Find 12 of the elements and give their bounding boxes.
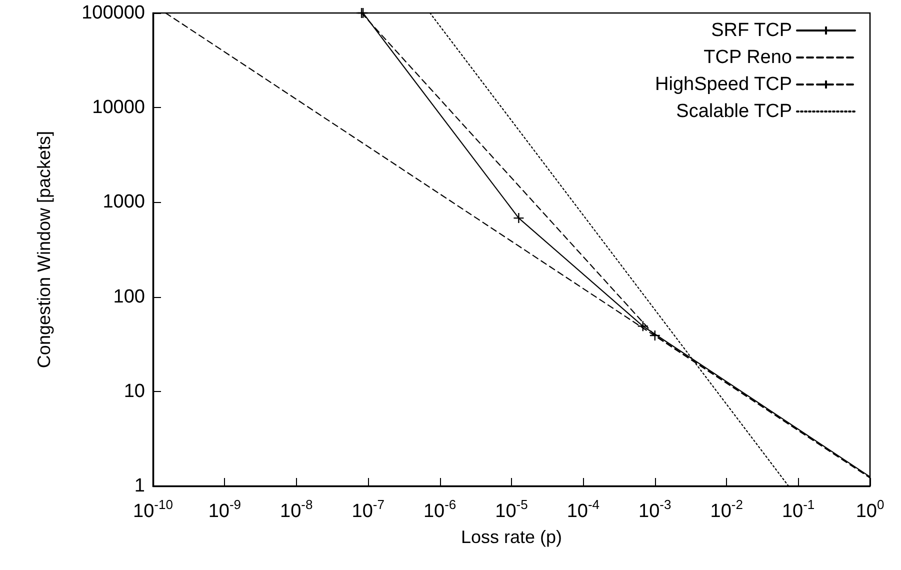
y-tick-label: 100000 bbox=[82, 2, 145, 24]
legend-label: HighSpeed TCP bbox=[655, 74, 792, 95]
y-axis-title: Congestion Window [packets] bbox=[34, 130, 54, 368]
y-tick-label: 100 bbox=[113, 286, 145, 308]
x-axis-title: Loss rate (p) bbox=[460, 527, 562, 547]
y-tick-label: 10000 bbox=[92, 97, 145, 118]
legend-label: Scalable TCP bbox=[676, 101, 792, 122]
legend-label: SRF TCP bbox=[711, 20, 792, 41]
y-tick-label: 1000 bbox=[102, 192, 145, 213]
y-tick-label: 10 bbox=[124, 380, 145, 402]
legend-label: TCP Reno bbox=[704, 47, 792, 68]
y-tick-label: 1 bbox=[134, 476, 145, 496]
